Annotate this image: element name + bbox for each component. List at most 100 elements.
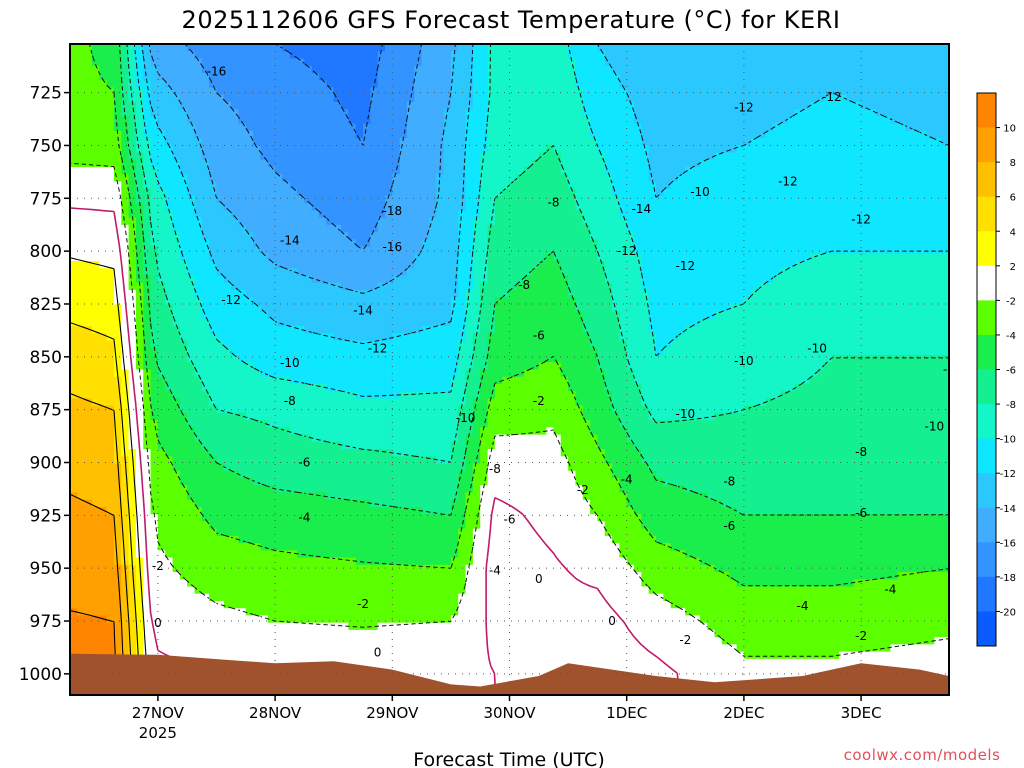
field-cell xyxy=(289,644,298,653)
field-cell xyxy=(260,109,269,117)
field-cell xyxy=(209,72,218,81)
field-cell xyxy=(363,224,371,233)
field-cell xyxy=(150,528,159,537)
field-cell xyxy=(341,145,349,154)
field-cell xyxy=(275,109,284,117)
field-cell xyxy=(253,383,262,392)
field-cell xyxy=(260,101,269,110)
field-cell xyxy=(172,550,181,559)
field-cell xyxy=(377,579,386,588)
field-cell xyxy=(377,123,386,132)
field-cell xyxy=(275,572,284,580)
field-cell xyxy=(348,210,357,219)
field-cell xyxy=(275,101,284,110)
field-cell xyxy=(348,362,357,371)
field-cell xyxy=(465,441,474,450)
field-cell xyxy=(84,521,93,530)
field-cell xyxy=(406,152,415,161)
field-cell xyxy=(297,579,305,588)
field-cell xyxy=(113,44,122,52)
field-cell xyxy=(355,224,364,233)
field-cell xyxy=(253,644,262,653)
field-cell xyxy=(135,376,144,385)
field-cell xyxy=(319,123,327,132)
field-cell xyxy=(436,666,445,674)
field-cell xyxy=(326,282,335,291)
field-cell xyxy=(326,268,335,277)
field-cell xyxy=(341,347,349,356)
field-cell xyxy=(70,586,78,595)
field-cell xyxy=(333,116,342,125)
field-cell xyxy=(392,239,401,248)
field-cell xyxy=(253,449,262,457)
field-cell xyxy=(194,478,203,486)
field-cell xyxy=(341,318,349,327)
field-cell xyxy=(297,564,305,573)
field-cell xyxy=(458,600,467,609)
field-cell xyxy=(260,289,269,298)
field-cell xyxy=(304,58,313,67)
field-cell xyxy=(209,528,218,537)
field-cell xyxy=(143,239,152,248)
field-cell xyxy=(319,463,327,472)
field-cell xyxy=(289,217,298,226)
field-cell xyxy=(311,543,320,551)
field-cell xyxy=(406,159,415,168)
field-cell xyxy=(414,210,423,219)
field-cell xyxy=(157,297,166,305)
field-cell xyxy=(209,347,218,356)
field-cell xyxy=(209,579,218,588)
field-cell xyxy=(194,145,203,154)
field-cell xyxy=(436,434,445,443)
field-cell xyxy=(216,579,225,588)
field-cell xyxy=(128,65,137,74)
field-cell xyxy=(392,651,401,660)
field-cell xyxy=(91,297,100,305)
field-cell xyxy=(267,535,276,544)
field-cell xyxy=(253,261,262,269)
field-cell xyxy=(267,188,276,197)
field-cell xyxy=(165,130,174,139)
field-cell xyxy=(450,528,459,537)
field-cell xyxy=(157,138,166,146)
field-cell xyxy=(326,152,335,161)
field-cell xyxy=(172,441,181,450)
field-cell xyxy=(179,644,188,653)
field-cell xyxy=(91,138,100,146)
field-cell xyxy=(238,94,247,103)
field-cell xyxy=(70,564,78,573)
field-cell xyxy=(121,152,130,161)
field-cell xyxy=(333,65,342,74)
field-cell xyxy=(267,586,276,595)
field-cell xyxy=(341,615,349,624)
field-cell xyxy=(436,543,445,551)
field-cell xyxy=(121,44,130,52)
field-cell xyxy=(436,282,445,291)
field-cell xyxy=(245,130,254,139)
field-cell xyxy=(289,268,298,277)
field-cell xyxy=(121,340,130,349)
field-cell xyxy=(297,557,305,566)
field-cell xyxy=(436,391,445,400)
field-cell xyxy=(450,412,459,421)
field-cell xyxy=(216,311,225,320)
field-cell xyxy=(289,152,298,161)
field-cell xyxy=(436,326,445,334)
field-cell xyxy=(245,174,254,183)
field-cell xyxy=(70,224,78,233)
field-cell xyxy=(267,268,276,277)
field-cell xyxy=(150,362,159,371)
field-cell xyxy=(201,318,210,327)
field-cell xyxy=(392,282,401,291)
field-cell xyxy=(128,506,137,515)
field-cell xyxy=(209,116,218,125)
field-cell xyxy=(267,629,276,638)
field-cell xyxy=(106,593,115,602)
field-cell xyxy=(282,311,291,320)
field-cell xyxy=(399,586,408,595)
field-cell xyxy=(267,138,276,146)
field-cell xyxy=(311,535,320,544)
field-cell xyxy=(113,174,122,183)
field-cell xyxy=(238,333,247,342)
field-cell xyxy=(370,253,379,262)
